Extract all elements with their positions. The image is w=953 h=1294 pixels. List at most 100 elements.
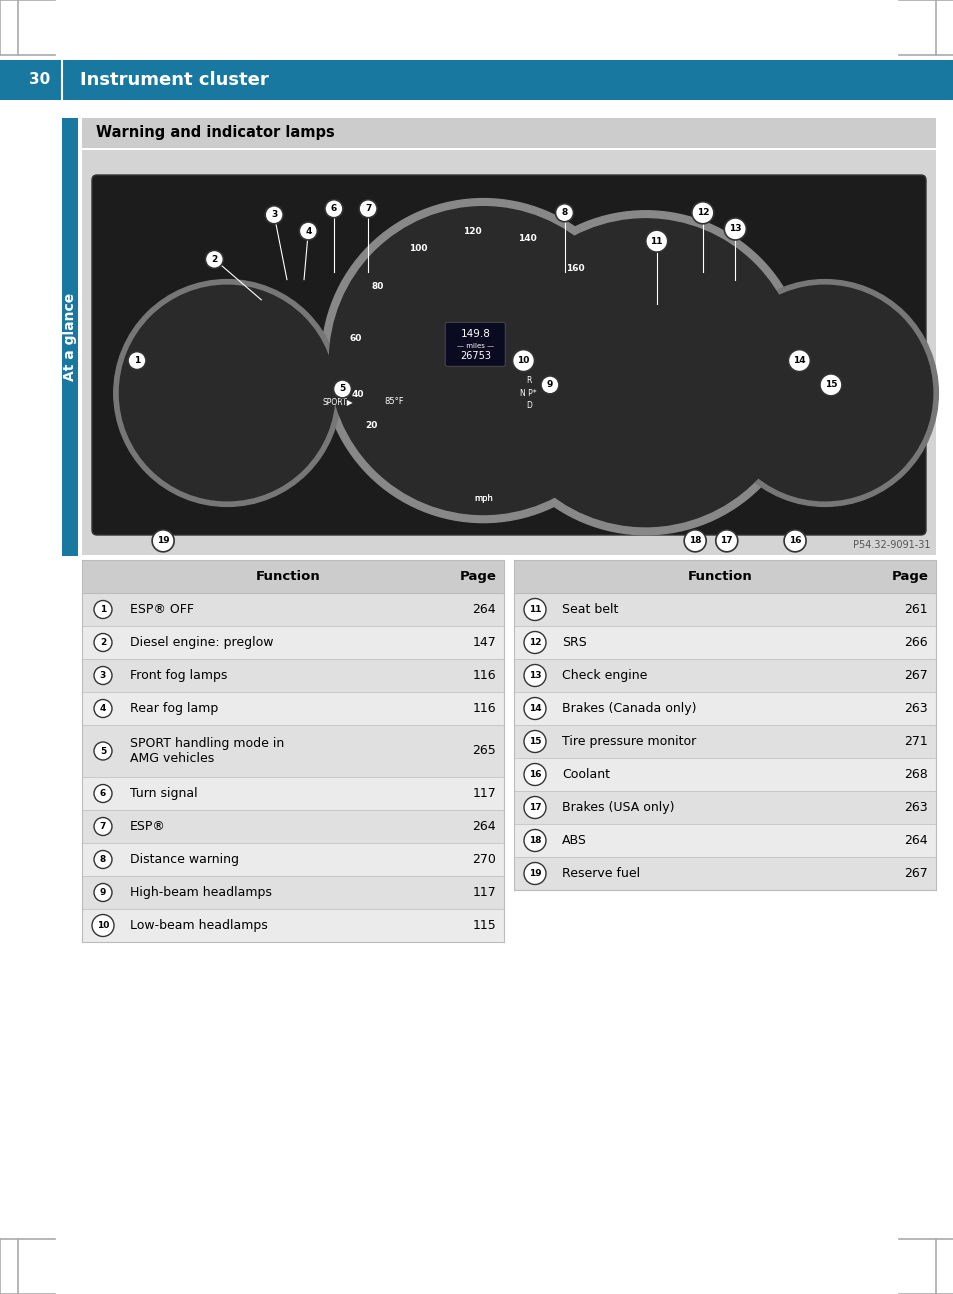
Circle shape [152, 529, 174, 551]
Bar [82, 776, 503, 810]
Bar [82, 560, 503, 593]
Text: 85°F: 85°F [384, 396, 404, 405]
Text: Page: Page [459, 569, 496, 584]
Text: 5: 5 [339, 384, 345, 393]
Text: Tire pressure monitor: Tire pressure monitor [561, 735, 696, 748]
Circle shape [334, 380, 351, 399]
Circle shape [523, 797, 545, 819]
Text: Turn signal: Turn signal [130, 787, 197, 800]
Text: 40: 40 [352, 389, 364, 399]
Bar [62, 118, 78, 556]
Text: R
N P*
D: R N P* D [520, 377, 537, 410]
Bar [514, 857, 935, 890]
Circle shape [325, 199, 342, 217]
Bar [82, 150, 935, 555]
Text: 265: 265 [472, 744, 496, 757]
Circle shape [523, 763, 545, 785]
Text: 6: 6 [100, 789, 106, 798]
Circle shape [523, 631, 545, 653]
Bar [514, 593, 935, 626]
Text: 8: 8 [100, 855, 106, 864]
Text: 120: 120 [462, 226, 481, 236]
Text: 5: 5 [100, 747, 106, 756]
Text: Check engine: Check engine [561, 669, 647, 682]
Circle shape [723, 217, 745, 239]
Circle shape [128, 352, 146, 370]
Text: 267: 267 [903, 669, 927, 682]
Circle shape [787, 349, 809, 371]
Circle shape [523, 599, 545, 621]
Text: Diesel engine: preglow: Diesel engine: preglow [130, 635, 274, 650]
Text: Instrument cluster: Instrument cluster [80, 71, 269, 89]
Circle shape [711, 280, 938, 506]
Text: 15: 15 [823, 380, 837, 389]
Circle shape [94, 634, 112, 651]
Circle shape [715, 529, 737, 551]
Text: Function: Function [687, 569, 752, 584]
Text: 261: 261 [903, 603, 927, 616]
Text: 18: 18 [688, 536, 700, 545]
Circle shape [523, 829, 545, 851]
Text: 10: 10 [517, 356, 529, 365]
Text: 9: 9 [100, 888, 106, 897]
Bar [82, 692, 503, 725]
Circle shape [717, 285, 932, 501]
Text: Reserve fuel: Reserve fuel [561, 867, 639, 880]
Text: 271: 271 [903, 735, 927, 748]
Text: mph: mph [474, 494, 493, 503]
Circle shape [683, 529, 705, 551]
FancyBboxPatch shape [91, 175, 925, 534]
Circle shape [113, 280, 340, 506]
Bar [82, 842, 503, 876]
Text: AMG vehicles: AMG vehicles [130, 753, 214, 766]
Text: 18: 18 [528, 836, 540, 845]
Circle shape [512, 349, 534, 371]
Circle shape [819, 374, 841, 396]
Text: ABS: ABS [561, 835, 586, 848]
Text: 267: 267 [903, 867, 927, 880]
Circle shape [94, 700, 112, 717]
Text: 147: 147 [472, 635, 496, 650]
Text: 100: 100 [409, 243, 427, 252]
Bar [82, 725, 503, 776]
Text: 11: 11 [650, 237, 662, 246]
Text: 2: 2 [211, 255, 217, 264]
Text: 11: 11 [528, 606, 540, 613]
Text: 4: 4 [100, 704, 106, 713]
Text: 266: 266 [903, 635, 927, 650]
Text: 270: 270 [472, 853, 496, 866]
Circle shape [265, 206, 283, 224]
Text: Function: Function [255, 569, 320, 584]
Text: Brakes (USA only): Brakes (USA only) [561, 801, 674, 814]
Bar [82, 118, 935, 148]
Circle shape [299, 223, 317, 239]
Text: Warning and indicator lamps: Warning and indicator lamps [96, 126, 335, 141]
Circle shape [205, 250, 223, 268]
Circle shape [540, 375, 558, 393]
Circle shape [329, 207, 637, 515]
Bar [514, 560, 935, 593]
Text: 26753: 26753 [459, 352, 490, 361]
Text: At a glance: At a glance [63, 292, 77, 382]
Text: 12: 12 [528, 638, 540, 647]
Bar [0, 60, 953, 100]
Text: 13: 13 [528, 672, 540, 681]
Text: 7: 7 [100, 822, 106, 831]
Bar [514, 824, 935, 857]
Text: 9: 9 [546, 380, 553, 389]
Text: 30: 30 [30, 72, 51, 88]
Bar [514, 791, 935, 824]
Text: 20: 20 [365, 421, 377, 430]
Circle shape [691, 202, 713, 224]
Text: Coolant: Coolant [561, 769, 609, 782]
Text: 16: 16 [788, 536, 801, 545]
Text: ESP®: ESP® [130, 820, 166, 833]
Circle shape [783, 529, 805, 551]
Text: 14: 14 [528, 704, 540, 713]
Circle shape [555, 203, 573, 221]
Text: 116: 116 [472, 703, 496, 716]
Bar [514, 659, 935, 692]
Text: 80: 80 [371, 282, 383, 291]
Text: 3: 3 [100, 672, 106, 681]
Circle shape [94, 850, 112, 868]
